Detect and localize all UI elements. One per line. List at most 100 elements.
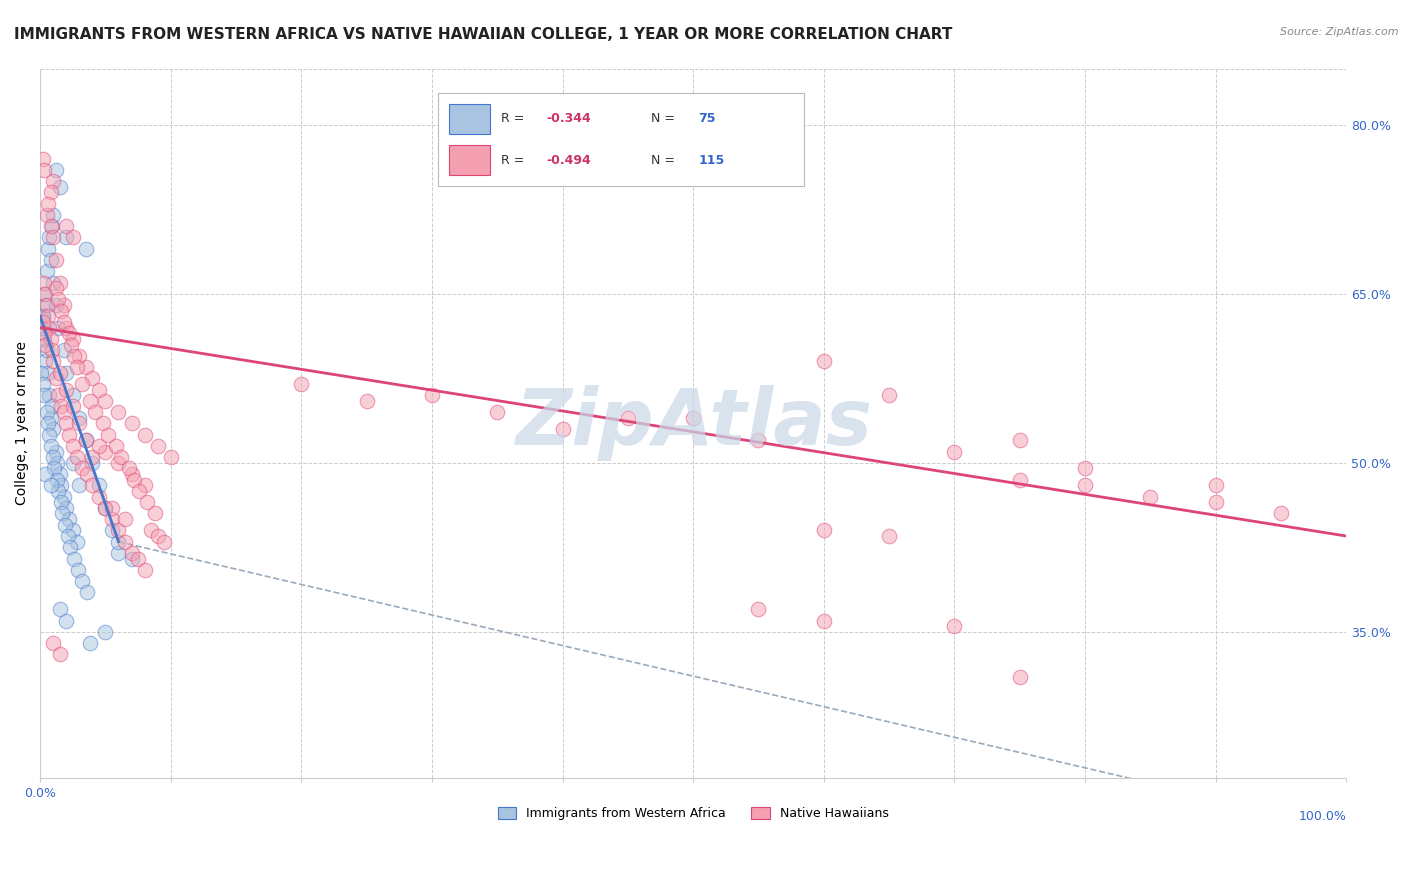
Point	[1205, 478, 1227, 492]
Point	[59, 541, 82, 555]
Point	[30, 366, 52, 380]
Point	[121, 546, 143, 560]
Point	[35, 208, 58, 222]
Point	[37, 242, 59, 256]
Point	[60, 337, 83, 351]
Point	[58, 326, 80, 341]
Point	[32, 332, 55, 346]
Point	[42, 174, 65, 188]
Point	[94, 500, 117, 515]
Point	[110, 450, 132, 465]
Point	[139, 524, 162, 538]
Point	[62, 400, 84, 414]
Text: Source: ZipAtlas.com: Source: ZipAtlas.com	[1281, 27, 1399, 37]
Point	[134, 563, 156, 577]
Point	[67, 410, 90, 425]
Point	[48, 179, 70, 194]
Point	[87, 478, 110, 492]
Point	[31, 310, 53, 324]
Point	[1074, 461, 1097, 475]
Point	[356, 393, 378, 408]
Point	[62, 456, 84, 470]
Point	[75, 359, 97, 374]
Point	[38, 388, 60, 402]
Point	[32, 388, 55, 402]
Point	[76, 585, 98, 599]
Point	[1008, 473, 1031, 487]
Point	[1008, 434, 1031, 448]
Point	[94, 444, 117, 458]
Point	[76, 467, 98, 481]
Point	[52, 490, 75, 504]
Point	[42, 450, 65, 465]
Point	[52, 405, 75, 419]
Point	[101, 500, 124, 515]
Point	[486, 405, 509, 419]
Point	[42, 230, 65, 244]
Point	[70, 376, 93, 391]
Point	[84, 405, 107, 419]
Point	[48, 276, 70, 290]
Point	[48, 366, 70, 380]
Point	[82, 371, 104, 385]
Point	[39, 410, 62, 425]
Point	[55, 320, 77, 334]
Point	[104, 439, 127, 453]
Point	[49, 478, 72, 492]
Point	[1139, 490, 1161, 504]
Point	[31, 320, 53, 334]
Point	[97, 427, 120, 442]
Point	[35, 405, 58, 419]
Point	[41, 400, 63, 414]
Point	[39, 439, 62, 453]
Point	[35, 298, 58, 312]
Point	[107, 534, 129, 549]
Point	[62, 388, 84, 402]
Point	[943, 444, 966, 458]
Point	[35, 343, 58, 358]
Point	[159, 450, 181, 465]
Point	[45, 444, 67, 458]
Point	[39, 253, 62, 268]
Point	[813, 354, 835, 368]
Point	[48, 388, 70, 402]
Point	[31, 310, 53, 324]
Point	[128, 483, 150, 498]
Point	[122, 473, 145, 487]
Point	[87, 383, 110, 397]
Point	[107, 405, 129, 419]
Point	[38, 427, 60, 442]
Point	[58, 427, 80, 442]
Point	[41, 343, 63, 358]
Point	[101, 524, 124, 538]
Point	[107, 456, 129, 470]
Point	[1008, 670, 1031, 684]
Point	[34, 286, 56, 301]
Point	[127, 551, 149, 566]
Point	[1270, 507, 1292, 521]
Point	[45, 253, 67, 268]
Point	[39, 332, 62, 346]
Point	[58, 512, 80, 526]
Point	[70, 574, 93, 588]
Point	[48, 483, 70, 498]
Point	[617, 410, 640, 425]
Point	[37, 196, 59, 211]
Point	[420, 388, 443, 402]
Y-axis label: College, 1 year or more: College, 1 year or more	[15, 342, 30, 506]
Point	[146, 529, 169, 543]
Point	[46, 456, 69, 470]
Point	[53, 517, 76, 532]
Point	[136, 495, 159, 509]
Point	[747, 602, 769, 616]
Point	[118, 461, 141, 475]
Point	[66, 450, 89, 465]
Point	[55, 383, 77, 397]
Point	[121, 551, 143, 566]
Legend: Immigrants from Western Africa, Native Hawaiians: Immigrants from Western Africa, Native H…	[492, 802, 894, 825]
Point	[52, 298, 75, 312]
Point	[813, 524, 835, 538]
Point	[55, 366, 77, 380]
Point	[52, 343, 75, 358]
Point	[48, 648, 70, 662]
